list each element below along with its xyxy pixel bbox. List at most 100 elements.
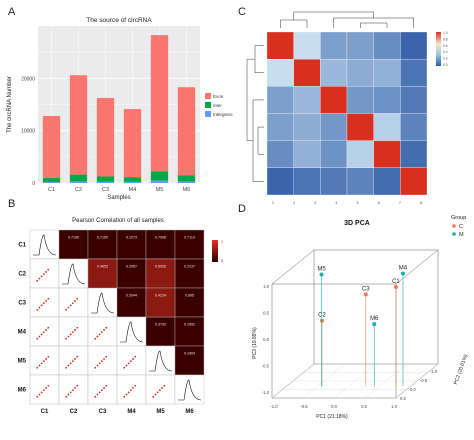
scatter-point: [67, 364, 70, 367]
col-label: C1: [41, 409, 49, 415]
row-label: M6: [18, 388, 27, 394]
density-curve: [33, 234, 57, 256]
point-label: C2: [318, 313, 326, 319]
scatter-point: [65, 366, 68, 369]
heatmap-c: 1 2 3 4 5 6 7 8 1.0 0.8 0.6 0.4 0.2 0.0: [246, 11, 448, 205]
heatmap-cell: [400, 86, 428, 114]
scatter-cell: [87, 345, 118, 376]
scatter-point: [105, 326, 108, 329]
scatter-point: [38, 277, 41, 280]
scatter-point: [67, 335, 70, 338]
bar-inter-c1: [42, 177, 61, 182]
legend-title: Group: [451, 215, 466, 221]
bar-intergenic-c2: [69, 181, 88, 183]
scatter-point: [127, 391, 130, 394]
floor-grid-line: [364, 363, 408, 399]
matrix-cell: [116, 316, 147, 347]
scatter-point: [129, 360, 132, 363]
scatter-point: [154, 393, 157, 396]
y-tick-label: -0.5: [262, 364, 270, 369]
color-legend-label: 1.0: [443, 31, 448, 35]
corr-value: 0.4124: [155, 294, 166, 298]
color-legend-label: 0.6: [443, 44, 448, 48]
scatter-point: [45, 300, 47, 302]
chart-title: Pearson Correlation of all samples: [72, 218, 164, 224]
pca-3d-d: 3D PCA-1.0 -0.5 0.0 0.5 1.0-1.0-0.50.00.51.0…: [252, 215, 469, 420]
col-label: M5: [156, 409, 165, 415]
scatter-point: [129, 389, 132, 392]
scatter-point: [132, 358, 134, 360]
scatter-point: [94, 395, 97, 398]
matrix-cell: [116, 287, 147, 318]
corr-value: 0.5026: [155, 265, 166, 269]
scatter-point: [96, 335, 99, 338]
dendrogram-left: [246, 45, 264, 182]
x-tick-label: 6: [378, 200, 381, 205]
scatter-cell: [29, 316, 60, 347]
heatmap-cell: [266, 167, 294, 196]
y-tick-label: 0.5: [263, 311, 269, 316]
scatter-point: [47, 268, 50, 271]
legend-swatch: [205, 102, 211, 108]
heatmap-cell: [320, 31, 348, 60]
row-label: M5: [18, 359, 27, 365]
heatmap-cell: [346, 167, 374, 196]
bar-exon-m4: [123, 109, 142, 178]
x-tick-label: C3: [102, 187, 109, 193]
scatter-point: [161, 387, 163, 389]
bar-exon-c1: [42, 116, 61, 178]
heatmap-cell: [266, 140, 294, 168]
scatter-cell: [58, 374, 89, 405]
matrix-cell: [174, 316, 205, 347]
heatmap-cell: [373, 31, 401, 60]
scatter-cell: [29, 345, 60, 376]
heatmap-cell: [400, 140, 428, 168]
heatmap-cell: [320, 86, 348, 114]
matrix-cell-mid: [145, 258, 176, 289]
scatter-point: [47, 326, 50, 329]
bar-intergenic-c1: [42, 181, 61, 183]
scatter-point: [94, 366, 97, 369]
scatter-point: [98, 333, 101, 336]
pca-point-c3: [363, 292, 368, 297]
scatter-point: [98, 362, 101, 365]
y-tick-label: 1.0: [263, 284, 269, 289]
point-label: M6: [370, 316, 379, 322]
scatter-cell: [29, 287, 60, 318]
heatmap-cell: [400, 113, 428, 141]
scatter-point: [40, 391, 43, 394]
x-tick-label: 5: [356, 200, 359, 205]
scatter-point: [69, 333, 72, 336]
scatter-point: [42, 331, 45, 334]
scatter-point: [47, 297, 50, 300]
scatter-point: [163, 384, 166, 387]
col-label: M6: [185, 409, 194, 415]
y-axis-label: PC3 (19.89%): [252, 327, 258, 359]
bar-intergenic-c3: [96, 181, 115, 183]
scatter-point: [40, 333, 43, 336]
scatter-point: [74, 387, 76, 389]
heatmap-cell: [266, 86, 294, 114]
panel-label-a: A: [8, 6, 16, 18]
density-curve: [91, 292, 115, 314]
color-legend-label: 0.2: [443, 57, 448, 61]
y-tick-label: 20000: [21, 76, 35, 82]
scatter-point: [74, 329, 76, 331]
scatter-point: [45, 387, 47, 389]
scatter-point: [38, 393, 41, 396]
matrix-cell-mid: [87, 258, 118, 289]
heatmap-cell: [266, 113, 294, 141]
scatter-point: [38, 364, 41, 367]
scatter-point: [36, 308, 39, 311]
scatter-point: [76, 384, 79, 387]
x-tick-label: 0.5: [361, 404, 367, 409]
matrix-cell: [174, 345, 205, 376]
scatter-cell: [29, 258, 60, 289]
density-curve: [62, 263, 86, 285]
scatter-cell: [116, 374, 147, 405]
heatmap-cell: [293, 31, 321, 60]
bar-inter-c3: [96, 176, 115, 182]
dendrogram-top: [280, 11, 414, 28]
scatter-point: [152, 395, 155, 398]
corr-value: 0.1592: [184, 323, 195, 327]
